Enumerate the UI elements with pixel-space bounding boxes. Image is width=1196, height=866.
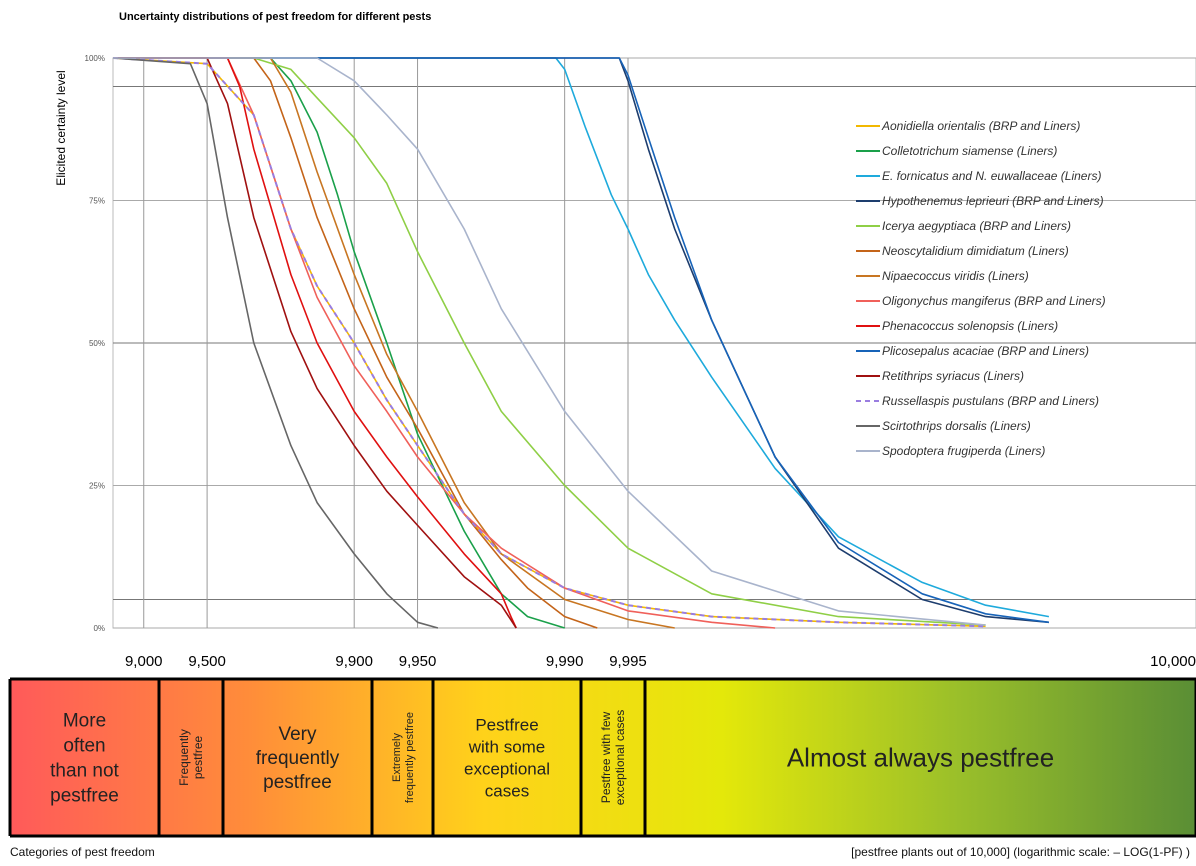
x-tick-label: 9,950 <box>399 653 437 670</box>
chart-title: Uncertainty distributions of pest freedo… <box>119 11 431 23</box>
category-label: exceptional <box>464 759 550 778</box>
y-tick-label: 0% <box>93 624 105 633</box>
category-label: exceptional cases <box>613 710 627 805</box>
category-label: pestfree <box>191 735 205 779</box>
series-line <box>112 57 986 628</box>
series-line <box>113 57 517 629</box>
legend-entry: Plicosepalus acaciae (BRP and Liners) <box>882 344 1089 358</box>
series-layer <box>112 57 1050 629</box>
x-tick-label: 9,995 <box>609 653 647 670</box>
category-cell: Pestfree with few exceptional cases <box>599 710 627 805</box>
category-label: More <box>63 711 106 732</box>
series-line <box>112 57 439 629</box>
series-line <box>113 57 1050 624</box>
x-tick-label: 9,900 <box>335 653 373 670</box>
y-tick-label: 25% <box>89 482 105 491</box>
y-tick-label: 75% <box>89 197 105 206</box>
category-cell: Pestfree with some exceptional cases <box>464 715 550 800</box>
legend-entry: Nipaecoccus viridis (Liners) <box>882 269 1029 283</box>
series-line <box>113 57 565 629</box>
legend-entry: E. fornicatus and N. euwallaceae (Liners… <box>882 169 1101 183</box>
series-line <box>113 57 517 629</box>
categories-header: Categories of pest freedom <box>10 845 155 859</box>
legend-entry: Hypothenemus leprieuri (BRP and Liners) <box>882 194 1104 208</box>
category-label: frequently <box>256 748 340 769</box>
category-cell: More often than not pestfree <box>50 711 119 807</box>
legend-entry: Aonidiella orientalis (BRP and Liners) <box>881 119 1080 133</box>
series-line <box>113 57 598 629</box>
category-label: cases <box>485 781 529 800</box>
legend-entry: Icerya aegyptiaca (BRP and Liners) <box>882 219 1071 233</box>
y-tick-label: 50% <box>89 339 105 348</box>
series-line <box>113 57 986 626</box>
legend: Aonidiella orientalis (BRP and Liners) Co… <box>856 119 1106 458</box>
category-label: with some <box>468 737 546 756</box>
category-label: Frequently <box>177 729 191 786</box>
category-label: than not <box>50 761 119 782</box>
category-label: pestfree <box>50 786 119 807</box>
series-line <box>112 57 986 628</box>
x-tick-label: 10,000 <box>1150 653 1196 670</box>
legend-entry: Scirtothrips dorsalis (Liners) <box>882 419 1031 433</box>
series-line <box>113 57 1050 618</box>
category-label: Pestfree with few <box>599 711 613 803</box>
legend-entry: Phenacoccus solenopsis (Liners) <box>882 319 1058 333</box>
legend-entry: Retithrips syriacus (Liners) <box>882 369 1024 383</box>
category-cell: Frequently pestfree <box>177 729 205 786</box>
series-line <box>113 57 675 629</box>
x-tick-label: 9,990 <box>546 653 584 670</box>
category-cell: Almost always pestfree <box>787 743 1054 773</box>
category-label: Extremely <box>391 733 403 782</box>
series-line <box>113 57 986 626</box>
category-cell: Extremely frequently pestfree <box>391 712 416 803</box>
y-axis-label: Elicited certainty level <box>54 70 68 185</box>
category-label: Very <box>278 724 317 745</box>
category-label: often <box>63 736 105 757</box>
x-tick-label: 9,500 <box>188 653 226 670</box>
legend-entry: Oligonychus mangiferus (BRP and Liners) <box>882 294 1106 308</box>
category-label: Pestfree <box>475 715 538 734</box>
axis-scale-footer: [pestfree plants out of 10,000] (logarit… <box>851 845 1190 859</box>
x-tick-label: 9,000 <box>125 653 163 670</box>
y-tick-label: 100% <box>85 54 105 63</box>
grid-layer: 0% 25% 50% 75% 100% 9,000 9,500 9,900 9,950 9,990… <box>85 54 1196 670</box>
legend-entry: Russellaspis pustulans (BRP and Liners) <box>882 394 1099 408</box>
legend-entry: Neoscytalidium dimidiatum (Liners) <box>882 244 1069 258</box>
legend-entry: Spodoptera frugiperda (Liners) <box>882 444 1045 458</box>
legend-entry: Colletotrichum siamense (Liners) <box>882 144 1057 158</box>
category-label: pestfree <box>263 772 332 793</box>
category-cell: Very frequently pestfree <box>256 724 340 793</box>
category-label: Almost always pestfree <box>787 743 1054 773</box>
category-gradient <box>10 679 1196 836</box>
category-label: frequently pestfree <box>404 712 416 803</box>
